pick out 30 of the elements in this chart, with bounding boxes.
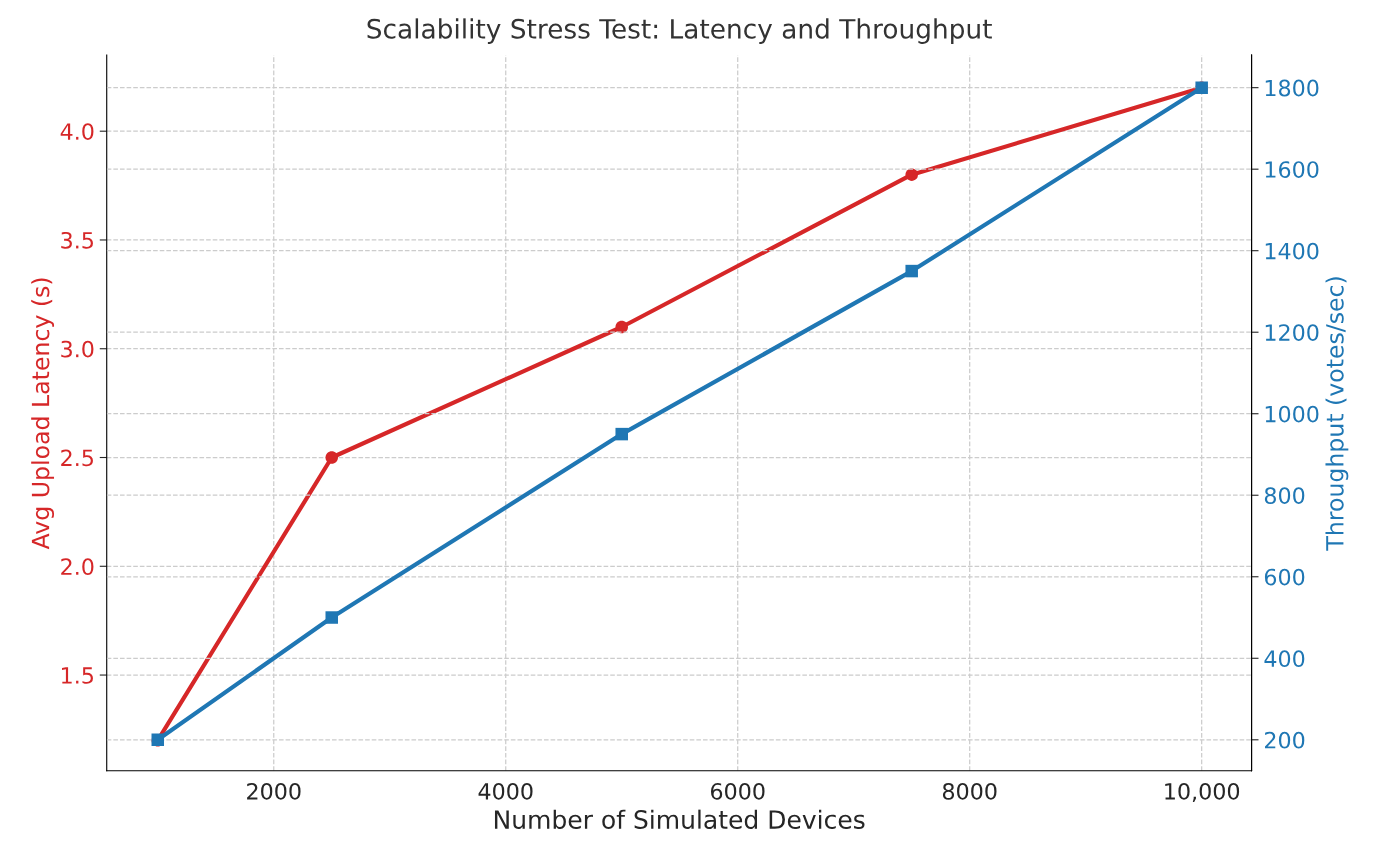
y-tick-label: 2.5 — [61, 449, 93, 467]
point — [615, 427, 628, 441]
y2-tick-label: 400 — [1264, 650, 1305, 668]
point — [325, 611, 338, 624]
y2-tick-label: 200 — [1264, 731, 1305, 749]
x-tick-label: 4000 — [478, 782, 533, 800]
x-axis-title: Number of Simulated Devices — [494, 809, 865, 829]
y-tick-label: 4.0 — [60, 123, 94, 140]
y2-tick-label: 1000 — [1265, 405, 1319, 423]
point — [905, 168, 918, 181]
y-tick-label: 3.0 — [61, 340, 94, 358]
y2-tick-label: 1200 — [1265, 324, 1319, 341]
point — [905, 264, 918, 278]
x-tick-label: 8000 — [942, 782, 997, 800]
chart-title: Scalability Stress Test: Latency and Throughput — [367, 18, 992, 44]
y2-tick-label: 1600 — [1265, 161, 1319, 178]
y2-axis-title: Throughput (votes/sec) — [1325, 277, 1349, 551]
x-tick-label: 6000 — [710, 782, 765, 800]
y-axis-title: Avg Upload Latency (s) — [31, 278, 55, 550]
x-tick-label: 2000 — [247, 782, 301, 800]
y2-tick-label: 800 — [1264, 487, 1305, 504]
y2-tick-label: 600 — [1264, 568, 1305, 586]
y-tick-label: 1.5 — [62, 667, 93, 684]
point — [615, 320, 628, 334]
y2-tick-label: 1800 — [1265, 79, 1319, 97]
y-tick-label: 3.5 — [61, 231, 93, 249]
x-tick-label: 10,000 — [1165, 782, 1240, 803]
y-tick-label: 2.0 — [61, 558, 94, 576]
y2-tick-label: 1400 — [1265, 242, 1319, 260]
point — [325, 451, 338, 464]
